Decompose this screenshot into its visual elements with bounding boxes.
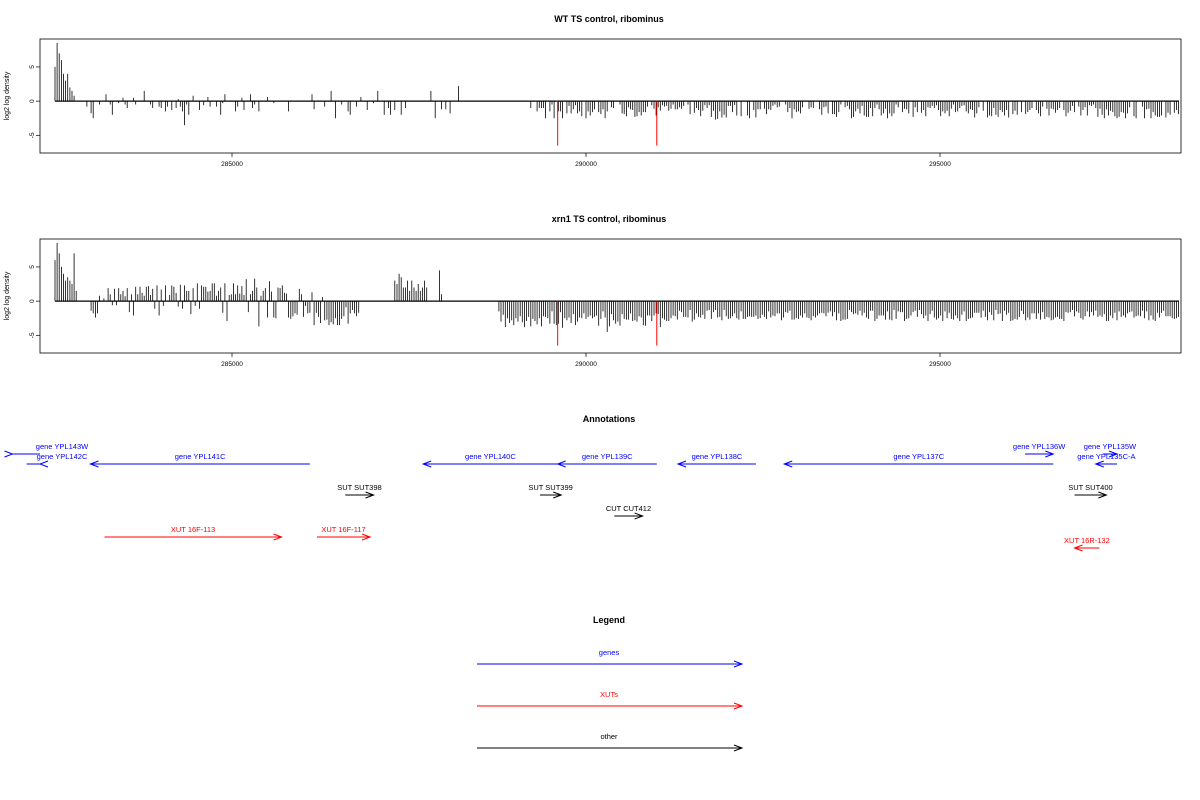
arrow-head [1045,450,1055,458]
annotation-feature: SUT SUT398 [337,483,382,499]
arrow-head [4,450,14,458]
annotation-label: CUT CUT412 [606,504,651,513]
legend-panel: Legend genes XUTs other [477,615,744,752]
arrow-head [1098,491,1108,499]
arrow-head [733,702,744,710]
panel-wt: WT TS control, ribominus log2 log densit… [4,14,1182,168]
annotation-label: XUT 16R-132 [1064,536,1110,545]
annotation-feature: gene YPL137C [782,452,1054,468]
arrow-head [556,460,566,468]
annotation-label: gene YPL139C [582,452,633,461]
y-tick-label: 0 [29,99,36,103]
bars-xrn1 [54,243,1179,346]
annotation-label: gene YPL136W [1013,442,1066,451]
legend-entries: genes XUTs other [477,648,744,752]
annotation-label: SUT SUT400 [1068,483,1112,492]
annotation-feature: gene YPL135W [1084,442,1137,458]
annotation-feature: CUT CUT412 [606,504,651,520]
legend-label: other [600,732,618,741]
y-tick-label: 0 [29,299,36,303]
annotation-feature: SUT SUT400 [1068,483,1113,499]
annotation-feature: gene YPL142C [26,452,88,468]
legend-title: Legend [593,615,625,625]
annotation-label: gene YPL135W [1084,442,1137,451]
annotation-feature: SUT SUT399 [528,483,573,499]
annotation-label: gene YPL142C [37,452,88,461]
arrow-head [365,491,376,499]
plot-frame [39,38,1182,154]
annotation-feature: gene YPL136W [1013,442,1066,458]
annotation-label: SUT SUT398 [337,483,381,492]
x-tick-label: 290000 [575,161,597,168]
annotations-title: Annotations [583,414,636,424]
panel-title: WT TS control, ribominus [554,14,664,24]
y-tick-label: 5 [29,265,36,269]
annotation-label: gene YPL138C [692,452,743,461]
axes-xrn1: 5 0 -5 285000 290000 295000 [29,265,951,368]
arrow-head [676,460,687,468]
arrow-head [733,744,744,752]
annotation-label: gene YPL143W [36,442,89,451]
arrow-head [1073,544,1083,552]
bars-wt [54,43,1179,146]
arrow-head [273,533,283,541]
annotation-label: gene YPL141C [175,452,226,461]
arrow-head [1108,450,1119,458]
annotation-feature: gene YPL138C [676,452,756,468]
annotation-feature: XUT 16R-132 [1064,536,1110,552]
annotation-feature: XUT 16F-113 [104,525,283,541]
arrow-head [782,460,793,468]
annotation-feature: gene YPL140C [421,452,558,468]
y-tick-label: 5 [29,65,36,69]
axes-wt: 5 0 -5 285000 290000 295000 [29,65,951,168]
x-tick-label: 285000 [221,161,243,168]
arrow-head [1094,460,1104,468]
legend-label: XUTs [600,690,618,699]
arrow-head [88,460,99,468]
arrow-head [38,460,49,468]
arrow-head [421,460,432,468]
y-axis-label: log2 log density [4,71,11,120]
annotation-label: gene YPL135C-A [1077,452,1135,461]
legend-entry: XUTs [477,690,744,710]
annotation-feature: gene YPL135C-A [1077,452,1136,468]
annotation-label: SUT SUT399 [528,483,572,492]
annotation-feature: gene YPL139C [556,452,657,468]
y-tick-label: -5 [29,132,36,138]
annotation-label: XUT 16F-117 [321,525,365,534]
y-tick-label: -5 [29,332,36,338]
arrow-head [634,512,645,520]
annotation-feature: gene YPL143W [4,442,89,458]
x-tick-label: 295000 [929,161,951,168]
plot-frame [39,238,1182,354]
panel-title: xrn1 TS control, ribominus [552,214,667,224]
annotation-feature: gene YPL141C [88,452,310,468]
x-tick-label: 295000 [929,361,951,368]
panel-xrn1: xrn1 TS control, ribominus log2 log dens… [4,214,1182,368]
annotation-label: gene YPL140C [465,452,516,461]
legend-label: genes [599,648,620,657]
arrow-head [733,660,744,668]
legend-entry: other [477,732,744,752]
x-tick-label: 285000 [221,361,243,368]
arrow-head [361,533,372,541]
annotation-label: XUT 16F-113 [171,525,215,534]
arrow-head [553,491,563,499]
legend-entry: genes [477,648,744,668]
y-axis-label: log2 log density [4,271,11,320]
x-tick-label: 290000 [575,361,597,368]
annotation-feature: XUT 16F-117 [316,525,372,541]
annotation-label: gene YPL137C [893,452,944,461]
